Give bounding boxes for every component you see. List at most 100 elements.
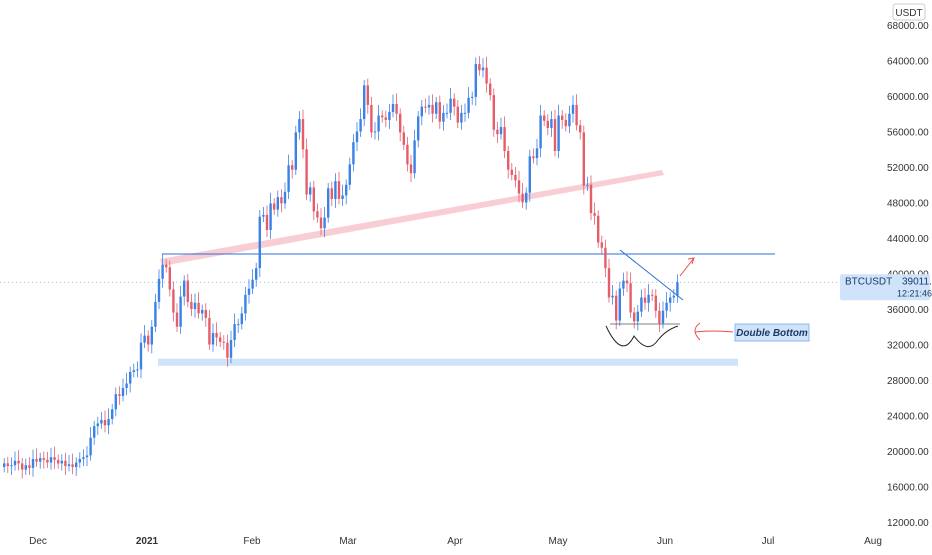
candle bbox=[265, 205, 269, 238]
candle bbox=[341, 184, 344, 207]
candle-body bbox=[100, 419, 103, 424]
pointer-arrow bbox=[694, 330, 734, 333]
candle-body bbox=[262, 214, 265, 217]
candle bbox=[391, 94, 395, 118]
candle bbox=[3, 458, 6, 473]
candle bbox=[611, 285, 614, 305]
candle bbox=[535, 139, 539, 166]
candles bbox=[3, 56, 679, 479]
candle bbox=[561, 110, 564, 129]
candle-body bbox=[229, 340, 233, 358]
candle bbox=[471, 91, 474, 105]
candle bbox=[215, 322, 218, 347]
candle bbox=[64, 452, 67, 475]
candle-body bbox=[391, 103, 395, 112]
candle bbox=[661, 301, 665, 329]
breakout-arrow bbox=[679, 257, 695, 277]
candle-body bbox=[654, 295, 657, 311]
candle bbox=[157, 269, 161, 309]
candle bbox=[665, 292, 668, 318]
candle bbox=[669, 292, 672, 312]
candle-body bbox=[211, 332, 215, 345]
candle bbox=[654, 289, 657, 318]
candle bbox=[111, 403, 114, 425]
candle bbox=[121, 378, 125, 402]
candle bbox=[161, 253, 164, 288]
x-tick-label: Feb bbox=[243, 536, 261, 547]
pointer-arrow-head bbox=[694, 322, 701, 341]
candle bbox=[312, 180, 315, 221]
candle bbox=[647, 284, 650, 312]
candle bbox=[636, 305, 639, 331]
candle bbox=[89, 427, 92, 461]
double-bottom-shape bbox=[605, 325, 679, 347]
candle bbox=[381, 110, 384, 123]
candle-body bbox=[204, 309, 207, 318]
y-tick-label: 60000.00 bbox=[887, 92, 929, 103]
candle-body bbox=[337, 181, 341, 199]
candle bbox=[240, 306, 243, 330]
candle bbox=[46, 451, 49, 468]
candle bbox=[28, 457, 31, 475]
candle bbox=[474, 57, 477, 106]
candle-body bbox=[244, 294, 247, 314]
candle-body bbox=[355, 131, 359, 143]
y-tick-label: 56000.00 bbox=[887, 128, 929, 139]
candle-body bbox=[676, 282, 679, 296]
candle bbox=[625, 271, 629, 293]
candle bbox=[222, 335, 225, 350]
x-tick-label: Jul bbox=[762, 536, 775, 547]
candle bbox=[287, 154, 290, 199]
candle-body bbox=[521, 193, 524, 203]
candle bbox=[442, 104, 445, 131]
candle-body bbox=[611, 295, 614, 298]
candle-body bbox=[305, 149, 308, 195]
candle bbox=[557, 104, 560, 159]
candle-body bbox=[604, 247, 607, 269]
candle bbox=[413, 129, 416, 179]
candle-body bbox=[442, 112, 445, 122]
candle-body bbox=[75, 462, 78, 467]
candle bbox=[316, 203, 319, 223]
candle-body bbox=[240, 313, 243, 325]
candle bbox=[208, 309, 211, 350]
candle-body bbox=[10, 465, 13, 467]
candle bbox=[211, 323, 215, 352]
candle bbox=[517, 170, 521, 203]
candle-body bbox=[107, 419, 110, 426]
candle-body bbox=[589, 184, 593, 214]
candle bbox=[175, 303, 179, 333]
candle-body bbox=[532, 156, 535, 159]
candle-body bbox=[157, 278, 161, 302]
candle-body bbox=[280, 197, 283, 204]
candle bbox=[467, 87, 470, 119]
candle bbox=[355, 122, 359, 152]
currency-badge: USDT bbox=[892, 3, 926, 21]
trendline-zone bbox=[160, 170, 664, 266]
double-bottom-label-bg bbox=[734, 323, 810, 342]
candle-body bbox=[197, 302, 200, 314]
candle bbox=[273, 198, 276, 215]
candle bbox=[575, 94, 578, 131]
candle bbox=[334, 173, 337, 208]
candle-body bbox=[661, 310, 665, 324]
candle bbox=[453, 93, 456, 116]
candle bbox=[615, 290, 618, 330]
candle bbox=[633, 307, 636, 329]
candle-body bbox=[139, 342, 143, 370]
candle-body bbox=[597, 215, 600, 243]
candle bbox=[35, 448, 38, 467]
candle bbox=[651, 289, 654, 302]
candle bbox=[330, 181, 333, 207]
candle bbox=[60, 454, 63, 471]
candle bbox=[13, 451, 17, 471]
candle-body bbox=[323, 217, 326, 229]
candle-body bbox=[557, 115, 560, 152]
candle bbox=[406, 136, 409, 172]
candle-body bbox=[424, 106, 427, 108]
candle-body bbox=[53, 457, 56, 460]
candle-body bbox=[168, 267, 171, 290]
candle-body bbox=[445, 112, 449, 114]
candle bbox=[550, 111, 553, 137]
